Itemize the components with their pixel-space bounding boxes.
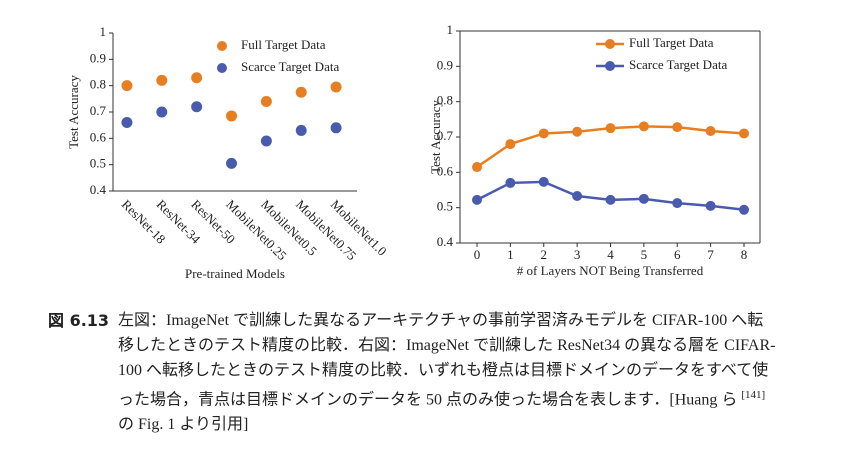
y-tick-label: 0.7 bbox=[90, 103, 107, 118]
x-tick-label: 4 bbox=[607, 247, 614, 262]
point bbox=[605, 194, 616, 205]
y-tick-label: 0.6 bbox=[437, 163, 454, 178]
dot bbox=[121, 80, 133, 92]
point bbox=[638, 193, 649, 204]
dot bbox=[260, 135, 272, 147]
legend-marker bbox=[217, 63, 227, 73]
x-tick-label: 2 bbox=[541, 247, 548, 262]
caption-text-after: の Fig. 1 より引用] bbox=[118, 416, 249, 434]
point bbox=[572, 126, 583, 137]
y-tick-label: 0.8 bbox=[90, 77, 106, 92]
legend-label: Full Target Data bbox=[629, 35, 714, 50]
y-tick-label: 0.5 bbox=[90, 156, 106, 171]
point bbox=[605, 123, 616, 134]
point bbox=[505, 177, 516, 188]
point bbox=[672, 122, 683, 133]
point bbox=[705, 200, 716, 211]
dot bbox=[295, 86, 307, 98]
point bbox=[572, 191, 583, 202]
dot bbox=[191, 101, 203, 113]
x-tick-label: 1 bbox=[507, 247, 514, 262]
x-axis-label: # of Layers NOT Being Transferred bbox=[517, 263, 704, 278]
legend-marker bbox=[605, 61, 615, 71]
y-axis-label: Test Accuracy bbox=[66, 75, 81, 149]
legend-marker bbox=[605, 39, 615, 49]
dot bbox=[121, 117, 133, 129]
figure: 0.40.50.60.70.80.91ResNet-18ResNet-34Res… bbox=[66, 22, 761, 281]
dot bbox=[226, 110, 238, 122]
citation: [141] bbox=[741, 389, 766, 401]
y-tick-label: 0.6 bbox=[90, 129, 107, 144]
dot bbox=[156, 74, 168, 86]
y-tick-label: 0.9 bbox=[90, 50, 106, 65]
legend-label: Scarce Target Data bbox=[241, 59, 339, 74]
dot bbox=[191, 72, 203, 84]
x-tick-label: 3 bbox=[574, 247, 581, 262]
y-tick-label: 0.4 bbox=[90, 182, 107, 197]
dot bbox=[295, 124, 307, 136]
x-tick-label: 5 bbox=[641, 247, 648, 262]
dot bbox=[330, 122, 342, 134]
legend-label: Full Target Data bbox=[241, 37, 326, 52]
point bbox=[472, 162, 482, 173]
point bbox=[739, 128, 749, 139]
y-tick-label: 0.5 bbox=[437, 199, 453, 214]
x-tick-label: 6 bbox=[674, 247, 681, 262]
legend-marker bbox=[217, 41, 227, 51]
dot bbox=[156, 106, 168, 118]
x-tick-label: 8 bbox=[741, 247, 748, 262]
dot bbox=[226, 157, 238, 169]
point bbox=[739, 204, 749, 215]
caption: 図 6.13 左図：ImageNet で訓練した異なるアーキテクチャの事前学習済… bbox=[48, 308, 778, 437]
y-tick-label: 1 bbox=[100, 24, 107, 39]
point bbox=[538, 128, 549, 139]
point bbox=[705, 125, 716, 136]
caption-body: 左図：ImageNet で訓練した異なるアーキテクチャの事前学習済みモデルを C… bbox=[118, 308, 778, 437]
x-tick-label: 0 bbox=[474, 247, 481, 262]
y-tick-label: 0.9 bbox=[437, 57, 453, 72]
point bbox=[538, 176, 549, 187]
caption-text: 左図：ImageNet で訓練した異なるアーキテクチャの事前学習済みモデルを C… bbox=[118, 312, 776, 409]
point bbox=[672, 198, 683, 209]
point bbox=[505, 139, 516, 150]
y-tick-label: 0.4 bbox=[437, 234, 454, 249]
dot bbox=[260, 95, 272, 107]
y-axis-label: Test Accuracy bbox=[428, 100, 443, 174]
y-tick-label: 1 bbox=[447, 22, 454, 37]
dot bbox=[330, 81, 342, 93]
point bbox=[472, 194, 482, 205]
y-tick-label: 0.7 bbox=[437, 128, 454, 143]
y-tick-label: 0.8 bbox=[437, 93, 453, 108]
x-axis-label: Pre-trained Models bbox=[185, 266, 285, 281]
point bbox=[638, 121, 649, 132]
x-tick-label: 7 bbox=[707, 247, 714, 262]
legend-label: Scarce Target Data bbox=[629, 57, 727, 72]
caption-label: 図 6.13 bbox=[48, 311, 110, 330]
